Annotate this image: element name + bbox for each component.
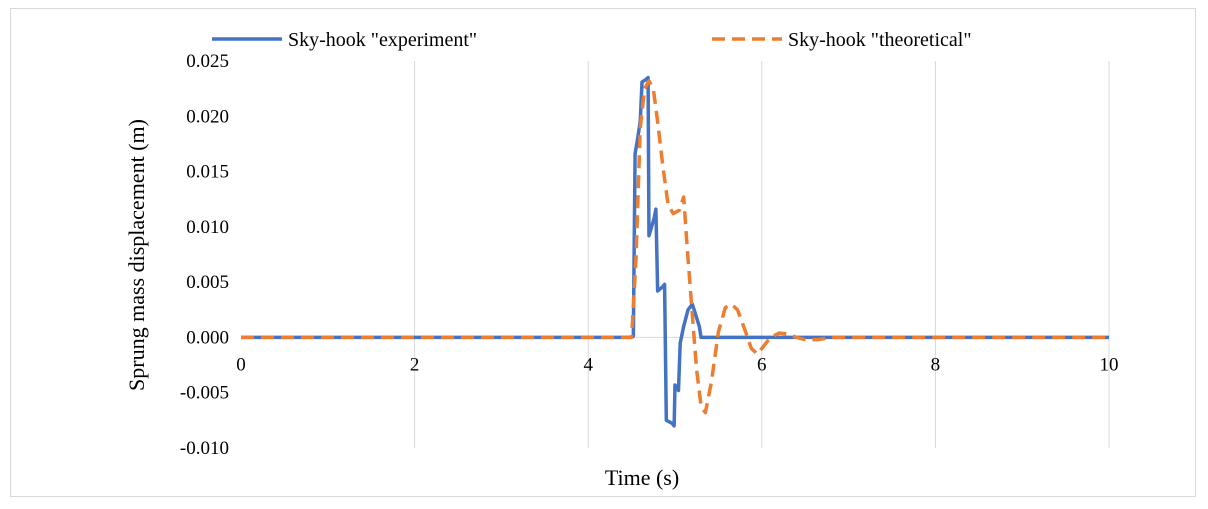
y-tick-label: -0.010 [180, 438, 229, 459]
series-line-experiment [241, 75, 1109, 428]
y-tick-label: 0.015 [186, 162, 229, 183]
x-tick-label: 2 [410, 354, 420, 375]
y-tick-label: 0.025 [186, 51, 229, 72]
y-tick-label: 0.000 [186, 327, 229, 348]
x-tick-label: 10 [1100, 354, 1119, 375]
legend: Sky-hook "experiment" Sky-hook "theoreti… [212, 29, 972, 51]
x-tick-label: 6 [757, 354, 767, 375]
y-tick-label: 0.005 [186, 272, 229, 293]
series-line-theoretical [241, 79, 1109, 415]
x-axis-title: Time (s) [605, 465, 679, 490]
x-tick-labels: 0 2 4 6 8 10 [236, 354, 1118, 375]
grid-lines [414, 61, 1110, 448]
y-tick-label: 0.020 [186, 106, 229, 127]
y-tick-labels: -0.010 -0.005 0.000 0.005 0.010 0.015 0.020 0.0… [180, 51, 229, 459]
y-tick-label: 0.010 [186, 217, 229, 238]
x-tick-label: 8 [931, 354, 941, 375]
legend-label-experiment: Sky-hook "experiment" [288, 29, 477, 51]
series-lines [241, 75, 1109, 428]
chart-frame [10, 8, 1196, 497]
y-tick-label: -0.005 [180, 383, 229, 404]
legend-label-theoretical: Sky-hook "theoretical" [788, 29, 972, 51]
x-tick-label: 0 [236, 354, 246, 375]
y-axis-title: Sprung mass displacement (m) [124, 119, 149, 391]
x-tick-label: 4 [583, 354, 593, 375]
